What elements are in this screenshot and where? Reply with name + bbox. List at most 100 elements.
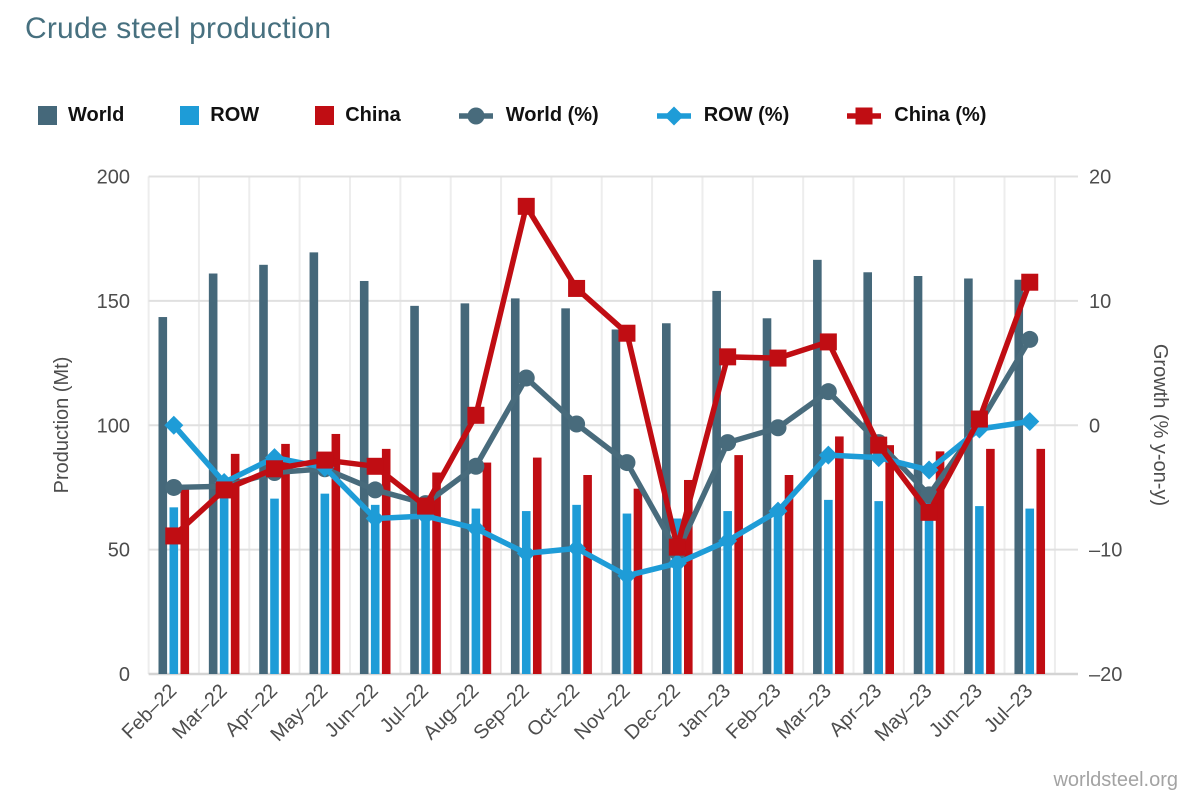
x-tick-label: Sep–22 [469,680,533,744]
row-pct-marker-icon [656,106,691,125]
diamond-marker [768,501,788,521]
square-marker [1021,273,1039,291]
diamond-marker [164,415,184,435]
bar [684,479,693,674]
square-marker [165,527,183,545]
bar [561,308,570,674]
diamond-marker [567,538,587,558]
x-tick-label: Mar–23 [772,680,836,744]
x-tick-label: May–22 [267,680,333,746]
legend-item-china-pct[interactable]: China (%) [845,104,986,127]
bar [421,512,430,674]
bar [762,318,772,674]
bar [510,298,520,674]
diamond-marker [718,531,738,551]
square-marker [970,410,988,428]
diamond-marker [919,460,939,480]
bar [471,508,481,674]
square-marker [568,279,586,297]
bar [964,278,973,674]
page-title: Crude steel production [25,12,332,45]
bar [935,451,945,674]
diamond-marker [667,553,687,573]
circle-marker [517,369,535,387]
left-tick-label: 100 [97,415,130,437]
circle-marker [165,478,183,496]
watermark-link[interactable]: worldsteel.org [1053,769,1178,791]
row-swatch-icon [180,106,200,125]
bar [611,329,621,674]
circle-marker [467,457,485,475]
diamond-marker [818,445,838,465]
legend-label-row-pct: ROW (%) [703,104,790,126]
square-marker [417,497,435,515]
circle-marker [366,481,384,499]
circle-marker [719,434,737,452]
x-tick-label: Mar–22 [168,680,232,744]
x-tick-label: Feb–23 [722,680,786,744]
world-pct-marker-icon [458,107,493,124]
legend-item-world-pct[interactable]: World (%) [457,104,599,127]
square-marker [215,481,233,499]
bar [521,511,531,674]
diamond-marker [1020,412,1040,432]
x-axis-tick-labels: Feb–22Mar–22Apr–22May–22Jun–22Jul–22Aug–… [118,680,1037,746]
bar [874,501,883,674]
right-tick-label: –20 [1089,664,1122,686]
bar [169,507,179,674]
left-tick-label: 150 [97,291,130,313]
legend-item-china[interactable]: China [315,104,401,127]
square-marker [517,197,535,215]
circle-marker [819,383,837,401]
right-tick-label: 20 [1089,167,1111,189]
bar [773,514,783,674]
bar [885,445,894,674]
circle-marker [769,419,787,437]
chart-legend: World ROW China World (%) ROW (%) China (%) [38,104,986,127]
right-tick-label: –10 [1089,540,1122,562]
x-tick-label: Jun–23 [925,680,987,742]
square-marker [316,451,334,469]
diamond-marker [617,566,637,586]
left-tick-label: 200 [97,167,130,189]
bar [572,504,581,674]
bar [270,498,279,674]
left-axis-title: Production (Mt) [51,357,73,494]
square-marker [668,538,686,556]
bar [1025,508,1035,674]
line-series-china-pct [165,197,1039,556]
square-marker [920,503,938,521]
china-swatch-icon [315,106,335,125]
x-tick-label: May–23 [871,680,937,746]
bar [975,506,984,674]
right-tick-label: 0 [1089,415,1100,437]
legend-item-row-pct[interactable]: ROW (%) [655,104,790,127]
right-tick-label: 10 [1089,291,1111,313]
bar-series-row [169,493,1035,674]
bar [158,317,168,674]
bar [482,462,492,674]
legend-label-row: ROW [210,104,260,126]
square-marker [719,348,737,366]
bar [532,457,542,674]
x-tick-label: Aug–22 [419,680,483,744]
circle-marker [568,415,586,433]
left-tick-label: 0 [119,664,130,686]
legend-label-china-pct: China (%) [894,104,987,126]
x-tick-label: Nov–22 [570,680,634,744]
diamond-marker [466,518,486,538]
bar [410,305,419,674]
bar [622,513,632,674]
square-marker [467,406,485,424]
square-marker [266,460,283,478]
legend-item-row[interactable]: ROW [180,104,259,127]
bar [230,453,240,674]
china-pct-marker-icon [847,107,882,124]
square-marker [618,324,636,342]
bar [633,488,643,674]
x-tick-label: Jul–23 [980,680,1037,737]
bar [913,276,923,674]
square-marker [769,349,787,367]
legend-item-world[interactable]: World [38,104,124,127]
